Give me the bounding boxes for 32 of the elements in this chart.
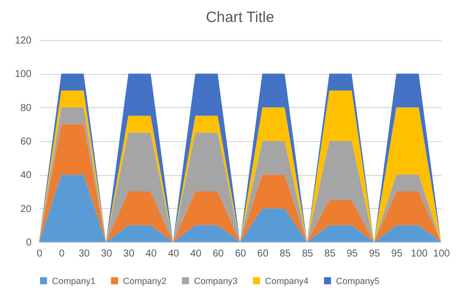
x-tick-label: 95 — [368, 248, 380, 260]
x-tick-label: 100 — [433, 248, 450, 260]
y-tick-label: 40 — [20, 170, 32, 182]
x-tick-label: 40 — [168, 248, 180, 260]
x-tick-label: 40 — [190, 248, 202, 260]
x-tick-label: 95 — [391, 248, 403, 260]
y-tick-label: 0 — [26, 238, 32, 248]
x-tick-label: 85 — [302, 248, 314, 260]
y-tick-label: 60 — [20, 136, 32, 148]
x-tick-label: 85 — [324, 248, 336, 260]
x-tick-label: 0 — [59, 248, 66, 260]
x-tick-label: 30 — [123, 248, 135, 260]
x-tick-label: 0 — [36, 248, 43, 260]
legend-label: Company5 — [336, 276, 380, 286]
x-tick-label: 40 — [146, 248, 158, 260]
legend-label: Company1 — [52, 276, 96, 286]
legend-label: Company4 — [265, 276, 309, 286]
y-tick-label: 120 — [14, 36, 32, 46]
x-tick-label: 100 — [410, 248, 428, 260]
x-tick-label: 60 — [257, 248, 269, 260]
x-tick-label: 85 — [280, 248, 292, 260]
chart-title: Chart Title — [206, 9, 274, 26]
x-tick-label: 60 — [234, 248, 246, 260]
legend-label: Company2 — [123, 276, 167, 286]
x-tick-label: 30 — [100, 248, 112, 260]
x-tick-label: 95 — [346, 248, 358, 260]
x-tick-label: 60 — [212, 248, 224, 260]
legend-label: Company3 — [194, 276, 238, 286]
y-tick-label: 80 — [20, 102, 32, 114]
x-tick-label: 30 — [78, 248, 90, 260]
y-tick-label: 20 — [20, 204, 32, 215]
y-tick-label: 100 — [14, 69, 32, 80]
